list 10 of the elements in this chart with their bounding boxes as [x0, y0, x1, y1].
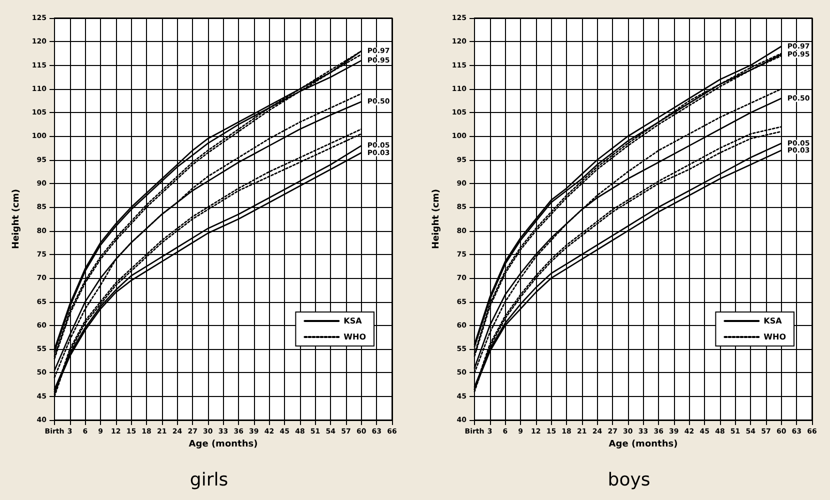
text: boys	[608, 470, 650, 490]
y-axis-title: Height (cm)	[432, 189, 442, 249]
legend-label: KSA	[344, 316, 363, 326]
legend-label: KSA	[764, 316, 783, 326]
x-axis-title: Age (months)	[188, 439, 258, 450]
x-axis-title: Age (months)	[608, 439, 678, 450]
y-axis-title: Height (cm)	[12, 189, 22, 249]
legend-label: WHO	[764, 332, 786, 342]
text: girls	[190, 470, 228, 490]
legend-label: WHO	[344, 332, 366, 342]
